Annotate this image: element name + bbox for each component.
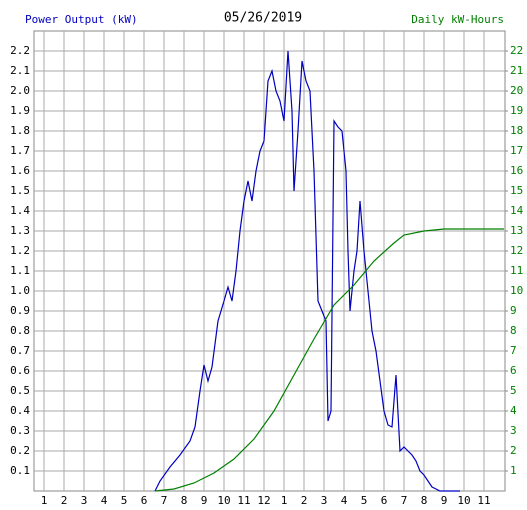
y2-tick-label: 7 (510, 344, 517, 357)
x-tick-label: 12 (257, 494, 270, 507)
y-axis-label: Power Output (kW) (25, 13, 138, 26)
series-line (154, 50, 460, 492)
y-tick-label: 1.4 (10, 204, 30, 217)
x-tick-label: 11 (477, 494, 490, 507)
x-tick-label: 7 (401, 494, 408, 507)
y-tick-label: 2.0 (10, 84, 30, 97)
x-tick-label: 10 (457, 494, 470, 507)
y2-tick-label: 22 (510, 44, 523, 57)
y-tick-label: 1.2 (10, 244, 30, 257)
y2-tick-label: 4 (510, 404, 517, 417)
y2-tick-label: 1 (510, 464, 517, 477)
series-line (154, 228, 504, 492)
y2-tick-label: 18 (510, 124, 523, 137)
y-tick-label: 1.8 (10, 124, 30, 137)
y2-tick-label: 19 (510, 104, 523, 117)
y2-tick-label: 6 (510, 364, 517, 377)
x-tick-label: 6 (141, 494, 148, 507)
y2-tick-label: 8 (510, 324, 517, 337)
y-tick-label: 1.9 (10, 104, 30, 117)
x-tick-label: 5 (361, 494, 368, 507)
y-tick-label: 0.4 (10, 404, 30, 417)
x-tick-label: 9 (441, 494, 448, 507)
x-tick-label: 3 (81, 494, 88, 507)
x-tick-label: 8 (181, 494, 188, 507)
y-tick-label: 1.5 (10, 184, 30, 197)
y2-tick-label: 3 (510, 424, 517, 437)
plot-area (33, 30, 506, 492)
y2-tick-label: 12 (510, 244, 523, 257)
y-tick-label: 2.2 (10, 44, 30, 57)
y-tick-label: 1.3 (10, 224, 30, 237)
y-tick-label: 2.1 (10, 64, 30, 77)
y2-axis-label: Daily kW-Hours (411, 13, 504, 26)
y2-tick-label: 13 (510, 224, 523, 237)
y2-tick-label: 9 (510, 304, 517, 317)
x-tick-label: 1 (41, 494, 48, 507)
chart-title: 05/26/2019 (224, 11, 302, 26)
y-tick-label: 1.1 (10, 264, 30, 277)
y2-tick-label: 17 (510, 144, 523, 157)
y2-tick-label: 11 (510, 264, 523, 277)
y-tick-label: 0.8 (10, 324, 30, 337)
x-tick-label: 9 (201, 494, 208, 507)
y-tick-label: 0.6 (10, 364, 30, 377)
y-tick-label: 1.0 (10, 284, 30, 297)
x-tick-label: 2 (301, 494, 308, 507)
y2-tick-label: 21 (510, 64, 523, 77)
y-tick-label: 0.1 (10, 464, 30, 477)
y2-tick-label: 15 (510, 184, 523, 197)
x-tick-label: 10 (217, 494, 230, 507)
y2-tick-label: 5 (510, 384, 517, 397)
y-tick-label: 0.3 (10, 424, 30, 437)
y-tick-label: 1.7 (10, 144, 30, 157)
y2-tick-label: 14 (510, 204, 524, 217)
x-tick-label: 6 (381, 494, 388, 507)
y2-tick-label: 20 (510, 84, 523, 97)
x-tick-label: 3 (321, 494, 328, 507)
x-tick-label: 5 (121, 494, 128, 507)
y2-tick-label: 10 (510, 284, 523, 297)
y-tick-label: 0.2 (10, 444, 30, 457)
y2-tick-label: 2 (510, 444, 517, 457)
x-tick-label: 11 (237, 494, 250, 507)
y-tick-label: 0.7 (10, 344, 30, 357)
x-tick-label: 7 (161, 494, 168, 507)
x-tick-label: 2 (61, 494, 68, 507)
x-tick-label: 1 (281, 494, 288, 507)
y-tick-label: 0.5 (10, 384, 30, 397)
y-tick-label: 1.6 (10, 164, 30, 177)
x-tick-label: 4 (101, 494, 108, 507)
y2-tick-label: 16 (510, 164, 523, 177)
x-tick-label: 4 (341, 494, 348, 507)
y-tick-label: 0.9 (10, 304, 30, 317)
x-tick-label: 8 (421, 494, 428, 507)
